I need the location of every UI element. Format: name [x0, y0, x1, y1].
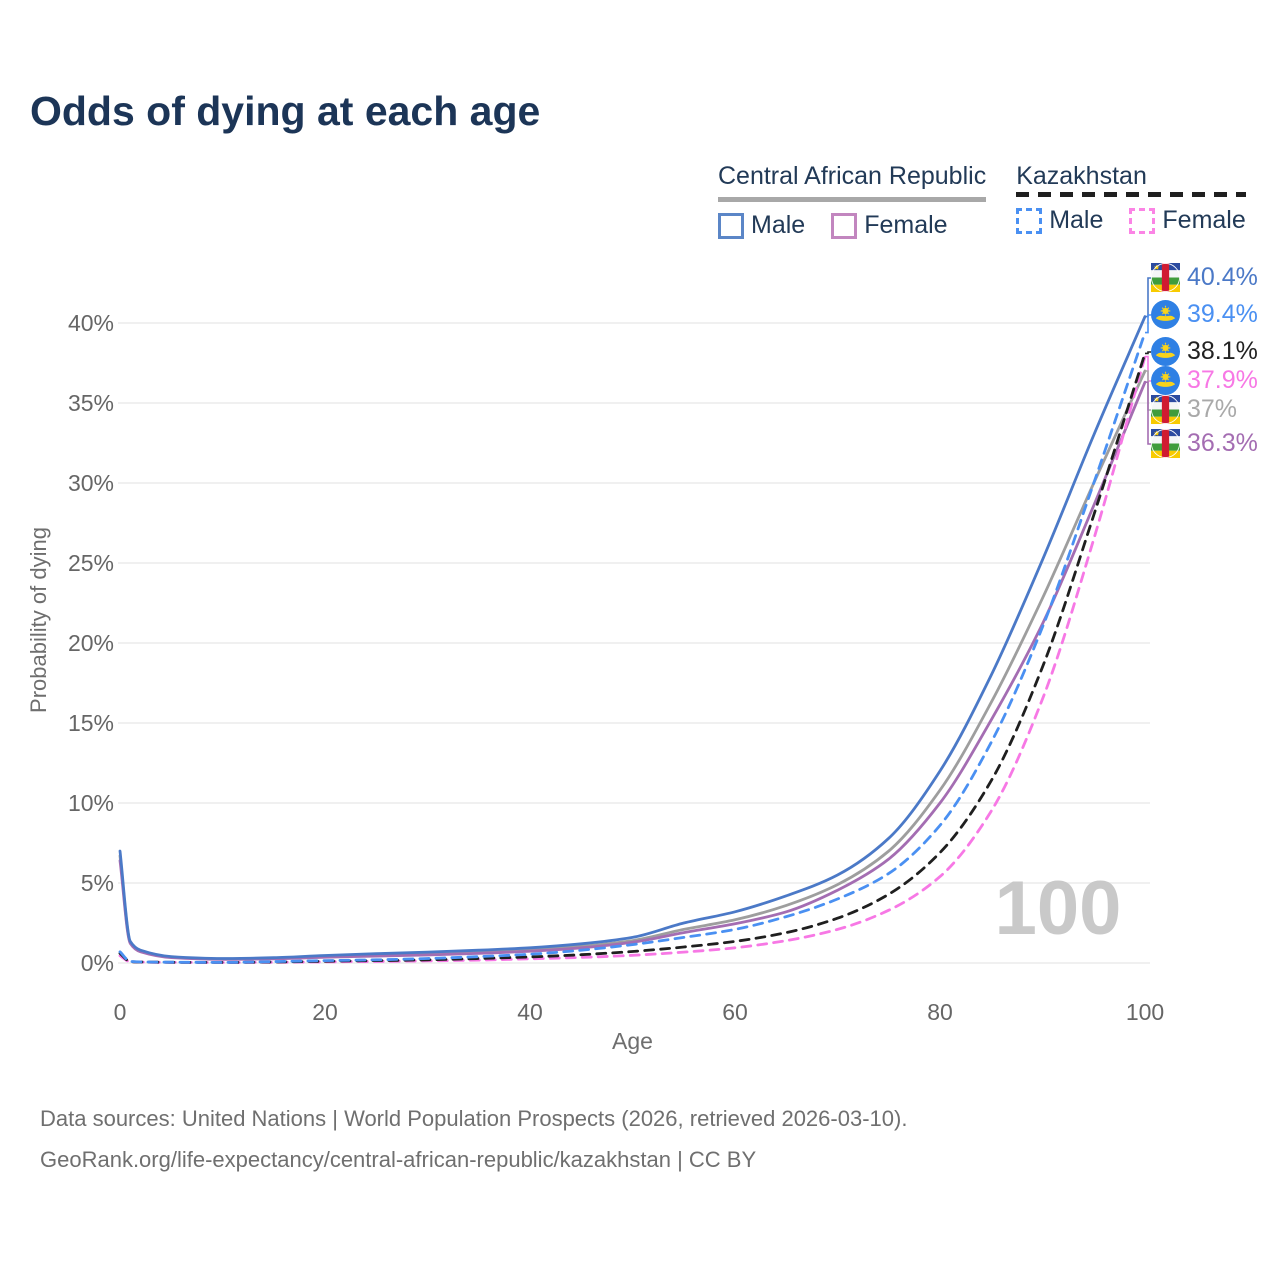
legend-label-car-female: Female — [864, 211, 948, 239]
legend: Central African Republic Male Female Kaz… — [718, 162, 1246, 240]
x-tick-label: 20 — [312, 999, 338, 1025]
series-line[interactable] — [118, 315, 1147, 960]
end-label-connector — [1145, 355, 1151, 382]
car-flag-icon — [1151, 395, 1180, 424]
end-label-connector — [1145, 351, 1151, 355]
legend-group-kazakhstan: Kazakhstan Male Female — [1016, 162, 1246, 240]
x-tick-label: 0 — [114, 999, 127, 1025]
legend-item-kaz-male[interactable]: Male — [1016, 206, 1103, 235]
series-line[interactable] — [118, 369, 1147, 961]
kazakhstan-flag-icon — [1151, 300, 1180, 329]
end-label-value: 36.3% — [1187, 429, 1258, 457]
legend-label-kaz-female: Female — [1162, 206, 1246, 234]
y-tick-label: 5% — [81, 870, 114, 896]
end-label-connector — [1145, 381, 1151, 445]
y-tick-label: 25% — [68, 550, 114, 576]
y-tick-label: 15% — [68, 710, 114, 736]
end-label-value: 39.4% — [1187, 300, 1258, 328]
end-label-value: 38.1% — [1187, 337, 1258, 365]
y-tick-label: 35% — [68, 390, 114, 416]
x-tick-label: 40 — [517, 999, 543, 1025]
legend-group-title-central-african-republic: Central African Republic — [718, 162, 987, 202]
end-label-value: 37.9% — [1187, 366, 1258, 394]
series-end-label: 37% — [1151, 395, 1237, 424]
hover-age-watermark: 100 — [994, 866, 1122, 952]
series-end-label: 36.3% — [1151, 429, 1258, 458]
legend-item-car-female[interactable]: Female — [831, 211, 948, 240]
footer: Data sources: United Nations | World Pop… — [40, 1098, 907, 1180]
kazakhstan-flag-icon — [1151, 337, 1180, 366]
legend-label-kaz-male: Male — [1049, 206, 1104, 234]
series-end-label: 40.4% — [1151, 263, 1258, 292]
series-end-label: 37.9% — [1151, 366, 1258, 395]
series-line[interactable] — [118, 380, 1147, 961]
chart-plot[interactable]: 0% 5% 10% 15% 20% 25% 30% 35% 40% 0 20 40 60 80 100 Age… — [0, 0, 1280, 1080]
legend-group-central-african-republic: Central African Republic Male Female — [718, 162, 987, 240]
footer-attribution: GeoRank.org/life-expectancy/central-afri… — [40, 1147, 757, 1172]
footer-data-sources: Data sources: United Nations | World Pop… — [40, 1106, 908, 1131]
legend-group-title-kazakhstan: Kazakhstan — [1016, 162, 1246, 197]
end-label-connector — [1145, 277, 1151, 318]
legend-swatch-car-female — [831, 212, 858, 239]
legend-swatch-kaz-female — [1129, 207, 1156, 234]
legend-label-car-male: Male — [751, 211, 806, 239]
series-end-label: 38.1% — [1151, 337, 1258, 366]
chart-title: Odds of dying at each age — [30, 88, 541, 134]
legend-item-car-male[interactable]: Male — [718, 211, 805, 240]
end-label-connector — [1145, 314, 1151, 334]
series-line[interactable] — [118, 355, 1147, 964]
x-tick-label: 100 — [1126, 999, 1164, 1025]
legend-item-kaz-female[interactable]: Female — [1129, 206, 1246, 235]
y-tick-label: 30% — [68, 470, 114, 496]
legend-swatch-kaz-male — [1016, 207, 1043, 234]
x-tick-label: 80 — [927, 999, 953, 1025]
y-tick-label: 0% — [81, 950, 114, 976]
series-line[interactable] — [118, 331, 1147, 964]
series-end-label: 39.4% — [1151, 300, 1258, 329]
x-tick-label: 60 — [722, 999, 748, 1025]
y-axis-title: Probability of dying — [26, 527, 51, 713]
end-label-value: 40.4% — [1187, 263, 1258, 291]
car-flag-icon — [1151, 263, 1180, 292]
legend-swatch-car-male — [718, 212, 744, 239]
y-tick-label: 40% — [68, 310, 114, 336]
series-line[interactable] — [118, 352, 1147, 964]
car-flag-icon — [1151, 429, 1180, 458]
y-tick-label: 10% — [68, 790, 114, 816]
kazakhstan-flag-icon — [1151, 366, 1180, 395]
x-axis-title: Age — [612, 1028, 653, 1054]
end-label-value: 37% — [1187, 395, 1238, 423]
y-tick-label: 20% — [68, 630, 114, 656]
